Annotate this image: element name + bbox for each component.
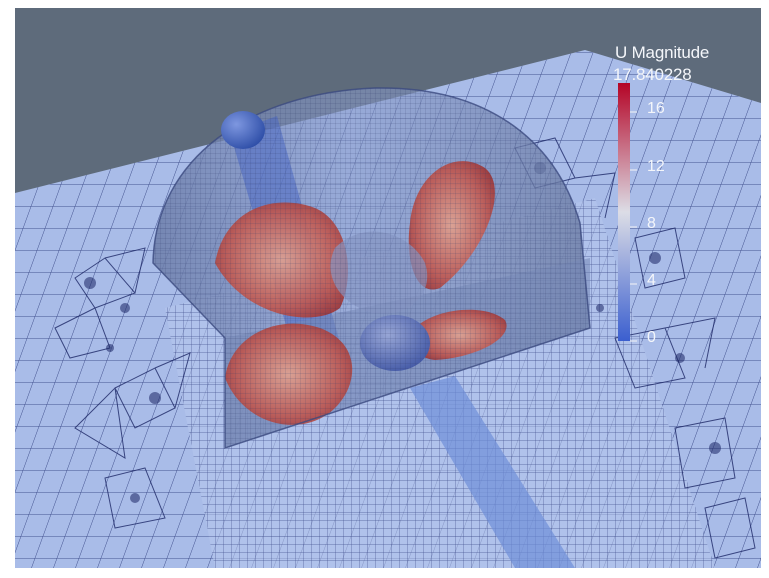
colorbar-max-label: 17.840228 — [613, 65, 692, 84]
colorbar-tick-12: 12 — [647, 158, 665, 175]
rotating-domain — [152, 87, 591, 450]
colorbar — [618, 83, 630, 341]
colorbar-tick-0: 0 — [647, 329, 656, 346]
cfd-scene — [15, 8, 761, 568]
colorbar-tick-8: 8 — [647, 215, 656, 232]
colorbar-title: U Magnitude — [615, 43, 710, 62]
render-viewport[interactable]: U Magnitude 17.840228 16 12 8 4 0 — [15, 8, 761, 568]
colorbar-tick-16: 16 — [647, 100, 665, 117]
colorbar-tick-4: 4 — [647, 272, 656, 289]
top-sphere — [221, 111, 265, 149]
colorbar-ticks — [630, 111, 637, 342]
